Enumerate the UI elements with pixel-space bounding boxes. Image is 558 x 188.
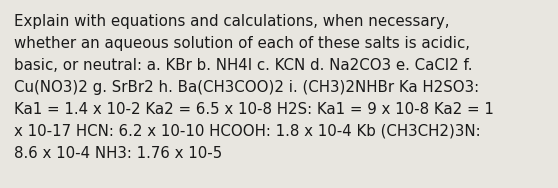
Text: 8.6 x 10-4 NH3: 1.76 x 10-5: 8.6 x 10-4 NH3: 1.76 x 10-5 (14, 146, 222, 161)
Text: basic, or neutral: a. KBr b. NH4I c. KCN d. Na2CO3 e. CaCl2 f.: basic, or neutral: a. KBr b. NH4I c. KCN… (14, 58, 473, 73)
Text: whether an aqueous solution of each of these salts is acidic,: whether an aqueous solution of each of t… (14, 36, 470, 51)
Text: Explain with equations and calculations, when necessary,: Explain with equations and calculations,… (14, 14, 450, 29)
Text: x 10-17 HCN: 6.2 x 10-10 HCOOH: 1.8 x 10-4 Kb (CH3CH2)3N:: x 10-17 HCN: 6.2 x 10-10 HCOOH: 1.8 x 10… (14, 124, 480, 139)
Text: Ka1 = 1.4 x 10-2 Ka2 = 6.5 x 10-8 H2S: Ka1 = 9 x 10-8 Ka2 = 1: Ka1 = 1.4 x 10-2 Ka2 = 6.5 x 10-8 H2S: K… (14, 102, 494, 117)
Text: Cu(NO3)2 g. SrBr2 h. Ba(CH3COO)2 i. (CH3)2NHBr Ka H2SO3:: Cu(NO3)2 g. SrBr2 h. Ba(CH3COO)2 i. (CH3… (14, 80, 479, 95)
